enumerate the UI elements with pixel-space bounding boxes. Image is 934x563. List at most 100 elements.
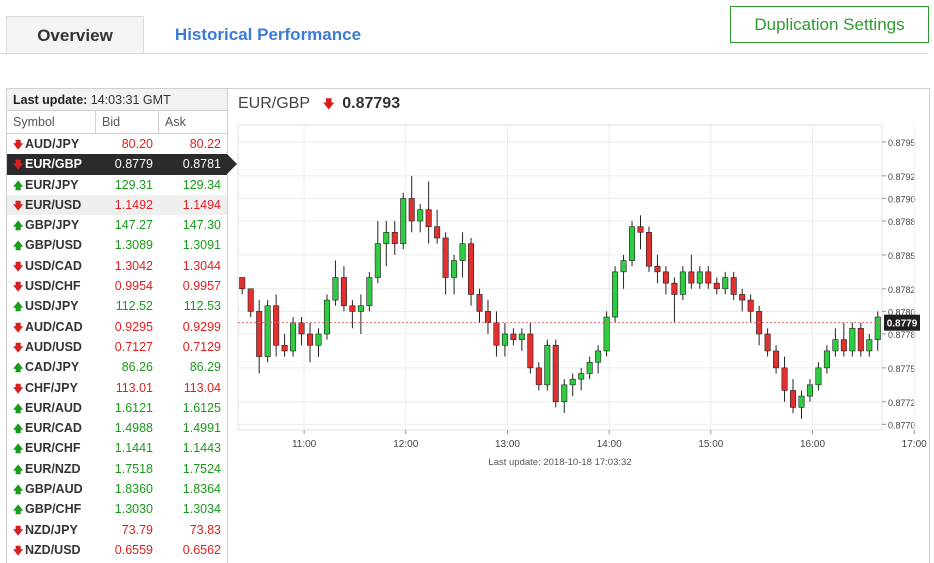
table-row[interactable]: 🡅 EUR/AUD 1.6121 1.6125 [7,398,227,418]
bid-cell: 80.20 [121,137,153,151]
y-tick-label: 0.8795 [888,138,916,148]
candle-body [425,209,432,227]
bid-cell: 0.9295 [114,319,153,334]
ask-cell: 1.3044 [182,258,221,273]
symbol-text: EUR/CAD [25,421,82,436]
candle-body [256,311,263,357]
bid-cell: 1.4988 [114,421,153,436]
table-row[interactable]: 🡅 EUR/NZD 1.7518 1.7524 [7,459,227,479]
symbol-text: USD/CAD [25,258,82,273]
symbol-cell: 🡅 EUR/CHF [7,438,96,458]
candle-body [451,260,458,278]
candle-body [578,373,585,380]
symbol-cell: 🡇 AUD/USD [7,337,96,357]
table-row[interactable]: 🡇 AUD/USD 0.7127 0.7129 [7,337,227,357]
table-row[interactable]: 🡇 NZD/USD 0.6559 0.6562 [7,540,227,560]
ask-cell: 1.6125 [182,400,221,415]
symbol-text: AUD/CAD [25,319,83,334]
up-arrow-icon: 🡅 [13,403,24,415]
up-arrow-icon: 🡅 [13,505,24,517]
tab-divider [0,53,928,54]
candle-body [679,271,686,295]
table-row[interactable]: 🡇 USD/CHF 0.9954 0.9957 [7,276,227,296]
candle-body [790,390,797,408]
symbol-text: GBP/CHF [25,502,82,517]
symbol-text: AUD/USD [25,339,82,354]
table-row[interactable]: 🡅 GBP/CHF 1.3030 1.3034 [7,499,227,519]
y-tick-label: 0.8782 [888,285,916,295]
x-tick-label: 12:00 [393,439,418,450]
table-row[interactable]: 🡇 AUD/JPY 80.20 80.22 [7,134,227,154]
table-row[interactable]: 🡇 CHF/JPY 113.01 113.04 [7,378,227,398]
down-arrow-icon: 🡇 [13,322,24,334]
candle-body [357,305,364,312]
down-arrow-icon: 🡇 [13,383,24,395]
ask-cell: 1.3091 [182,238,221,253]
candle-body [671,282,678,295]
ask-cell: 1.8364 [182,482,221,497]
table-row[interactable]: 🡅 EUR/CAD 1.4988 1.4991 [7,418,227,438]
bid-cell: 1.3030 [114,502,153,517]
candle-body [518,333,525,340]
header-ask[interactable]: Ask [165,115,186,129]
ask-cell: 147.30 [182,218,221,233]
header-symbol[interactable]: Symbol [7,111,96,133]
y-tick-label: 0.8788 [888,217,916,227]
candle-body [484,311,491,323]
chart-panel [228,88,930,563]
ask-cell: 1.1443 [182,441,221,456]
candle-body [366,277,373,307]
candle-body [739,294,746,301]
current-price-label: 0.8779 [887,319,918,330]
symbol-text: EUR/GBP [25,157,82,172]
header-bid[interactable]: Bid [96,111,159,133]
up-arrow-icon: 🡅 [13,363,24,375]
bid-cell: 112.52 [115,299,153,314]
candle-body [442,237,449,278]
ask-cell: 113.04 [183,380,221,395]
table-row[interactable]: 🡅 USD/JPY 112.52 112.53 [7,296,227,316]
candle-body [340,277,347,307]
bid-cell: 0.9954 [114,279,153,294]
table-row[interactable]: 🡇 NZD/JPY 73.79 73.83 [7,520,227,540]
tab-overview[interactable]: Overview [6,16,144,54]
candle-body [603,316,610,352]
table-row[interactable]: 🡇 EUR/GBP 0.8779 0.8781 [7,154,237,175]
bid-cell: 1.1441 [114,441,153,456]
up-arrow-icon: 🡅 [13,221,24,233]
table-row[interactable]: 🡅 GBP/JPY 147.27 147.30 [7,215,227,235]
last-update-time: 14:03:31 GMT [90,93,171,107]
x-tick-label: 14:00 [597,439,622,450]
table-row[interactable]: 🡅 EUR/CHF 1.1441 1.1443 [7,438,227,458]
symbol-text: AUD/JPY [25,137,80,151]
ask-cell: 0.8781 [182,157,221,172]
current-price-tag [884,314,920,331]
y-tick-label: 0.8785 [888,251,916,261]
candle-body [798,395,805,408]
tab-historical-performance[interactable]: Historical Performance [174,25,362,44]
down-arrow-icon: 🡇 [13,160,24,172]
table-row[interactable]: 🡅 CAD/JPY 86.26 86.29 [7,357,227,377]
table-row[interactable]: 🡅 GBP/AUD 1.8360 1.8364 [7,479,227,499]
x-tick-label: 11:00 [292,439,317,450]
ask-cell: 1.1494 [182,197,221,212]
candle-body [586,361,593,374]
last-update-bar: Last update: 14:03:31 GMT [7,89,227,111]
table-row[interactable]: 🡅 GBP/USD 1.3089 1.3091 [7,235,227,255]
candle-body [857,328,864,352]
bid-cell: 1.1492 [114,197,153,212]
up-arrow-icon: 🡅 [13,241,24,253]
bid-cell: 1.7518 [114,461,153,476]
table-row[interactable]: 🡅 EUR/JPY 129.31 129.34 [7,175,227,195]
symbol-cell: 🡅 GBP/AUD [7,479,96,499]
down-arrow-icon: 🡇 [13,282,24,294]
duplication-settings-button[interactable]: Duplication Settings [730,6,929,43]
table-row[interactable]: 🡇 USD/CAD 1.3042 1.3044 [7,256,227,276]
table-row[interactable]: 🡇 AUD/CAD 0.9295 0.9299 [7,317,227,337]
up-arrow-icon: 🡅 [13,485,24,497]
symbol-text: EUR/AUD [25,400,82,415]
ask-cell: 0.7129 [182,339,221,354]
bid-cell: 113.01 [115,380,153,395]
table-row[interactable]: 🡇 EUR/USD 1.1492 1.1494 [7,194,227,216]
symbol-cell: 🡅 USD/JPY [7,296,96,316]
